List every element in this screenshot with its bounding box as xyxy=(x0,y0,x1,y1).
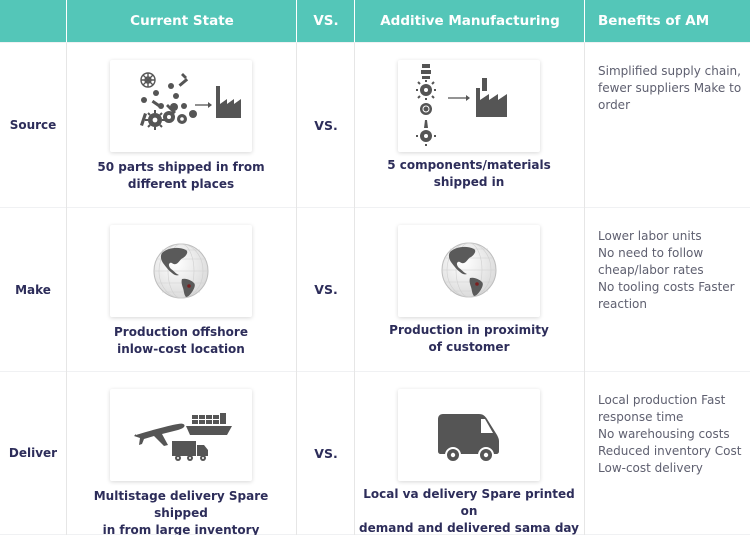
parts-to-factory-icon xyxy=(140,72,241,130)
deliver-am-caption: Local va delivery Spare printed on deman… xyxy=(359,487,579,535)
deliver-benefits: Local production Fast response time No w… xyxy=(598,393,742,475)
table-row-deliver: Deliver Multistage d xyxy=(0,372,750,535)
header-vs: VS. xyxy=(313,13,339,29)
source-am-caption: 5 components/materials shipped in xyxy=(387,158,551,189)
make-am-caption: Production in proximity of customer xyxy=(389,323,549,354)
row-label-source: Source xyxy=(9,118,57,132)
plane-icon xyxy=(134,423,185,446)
ship-icon xyxy=(186,413,232,435)
column-divider xyxy=(296,43,297,535)
deliver-current-caption: Multistage delivery Spare shipped in fro… xyxy=(93,489,269,535)
row-label-deliver: Deliver xyxy=(8,446,58,460)
column-divider xyxy=(584,43,585,535)
globe-icon xyxy=(441,242,497,298)
deliver-current-card xyxy=(110,389,252,481)
few-parts-to-factory-icon xyxy=(416,64,507,146)
location-marker-icon xyxy=(475,282,479,286)
header-additive-manufacturing: Additive Manufacturing xyxy=(380,13,560,29)
make-benefits: Lower labor units No need to follow chea… xyxy=(598,229,735,311)
globe-icon xyxy=(153,243,209,299)
header-divider xyxy=(584,0,585,42)
table-row-source: Source xyxy=(0,43,750,207)
column-divider xyxy=(354,43,355,535)
deliver-am-card xyxy=(398,389,540,481)
source-current-card xyxy=(110,60,252,152)
header-benefits: Benefits of AM xyxy=(598,13,710,29)
van-icon xyxy=(438,414,499,463)
column-divider xyxy=(66,43,67,535)
table-header: Current State VS. Additive Manufacturing… xyxy=(0,0,750,42)
source-vs: VS. xyxy=(314,117,338,133)
table-row-make: Make Production of xyxy=(0,208,750,371)
location-marker-icon xyxy=(187,284,191,288)
make-am-card xyxy=(398,225,540,317)
row-label-make: Make xyxy=(15,282,51,297)
make-current-caption: Production offshore inlow-cost location xyxy=(114,325,248,356)
header-divider xyxy=(296,0,297,42)
deliver-vs: VS. xyxy=(314,445,338,461)
header-current-state: Current State xyxy=(130,13,234,29)
source-current-caption: 50 parts shipped in from different place… xyxy=(97,160,265,191)
source-benefits: Simplified supply chain, fewer suppliers… xyxy=(598,64,742,112)
header-divider xyxy=(66,0,67,42)
make-current-card xyxy=(110,225,252,317)
source-am-card xyxy=(398,60,540,152)
plane-ship-truck-icon xyxy=(134,413,232,461)
make-vs: VS. xyxy=(314,282,338,297)
header-divider xyxy=(354,0,355,42)
